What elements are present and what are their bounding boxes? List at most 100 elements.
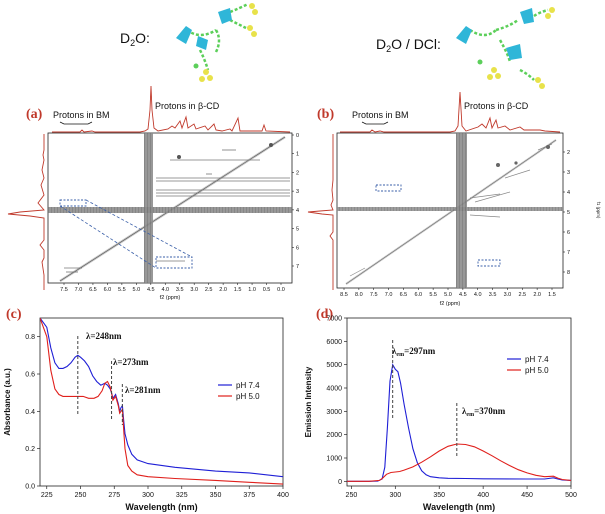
panel-b-side-spectrum (307, 134, 334, 290)
x-tick-label: 6.0 (104, 287, 112, 293)
chart-d-ylabel: Emission Intensity (304, 366, 313, 437)
panel-b: (b) Protons in BM Protons in β-CD 8.5 8.0… (307, 91, 601, 307)
x-tick-label: 1.5 (234, 287, 242, 293)
annotation-label: λ=273nm (113, 357, 149, 367)
panel-b-label-bm: Protons in BM (352, 110, 409, 120)
panel-b-bm-bracket (361, 121, 389, 125)
x-tick-label: 0.0 (277, 287, 285, 293)
x-tick-label: 500 (565, 492, 577, 499)
chart-d-frame (346, 317, 572, 487)
x-tick-label: 7.5 (370, 292, 378, 298)
x-tick-label: 8.5 (340, 292, 348, 298)
annotation-label: λem=297nm (392, 346, 436, 358)
annotation-sub: em (396, 352, 404, 358)
solvent-label-left: D2O: (120, 30, 150, 48)
panel-b-ylabel: f1 (ppm) (596, 202, 601, 219)
y-tick-label: 0 (296, 133, 299, 139)
x-tick-label: 4.5 (459, 292, 467, 298)
legend-label: pH 7.4 (525, 355, 549, 364)
legend-label: pH 5.0 (236, 392, 260, 401)
panel-a-label-bm: Protons in BM (53, 110, 110, 120)
annotation-label: λ=281nm (125, 385, 161, 395)
panel-b-tag: (b) (317, 107, 334, 122)
chart-c: (c) 225 250 275 300 325 350 375 400 0.0 0.2 0.4 0.6 0… (3, 307, 289, 512)
panel-a-dashed-box-bm (59, 199, 87, 207)
panel-b-dashed-box-bm (375, 184, 402, 192)
x-tick-label: 4.5 (147, 287, 155, 293)
x-tick-label: 3.0 (190, 287, 198, 293)
x-tick-label: 2.5 (205, 287, 213, 293)
legend-label: pH 7.4 (236, 381, 260, 390)
x-tick-label: 3.0 (504, 292, 512, 298)
y-tick-label: 2 (567, 150, 570, 156)
panel-b-cross-peaks (349, 143, 553, 277)
y-tick-label: 7 (296, 264, 299, 270)
annotation-tail: =297nm (404, 346, 436, 356)
chart-c-frame (39, 317, 284, 487)
y-tick-label: 7 (567, 250, 570, 256)
x-tick-label: 1.5 (548, 292, 556, 298)
x-tick-label: 2.0 (533, 292, 541, 298)
y-tick-label: 3 (567, 170, 570, 176)
x-tick-label: 7.5 (60, 287, 68, 293)
y-tick-label: 0 (338, 479, 342, 486)
x-tick-label: 3.5 (176, 287, 184, 293)
panel-a-dashed-box-cd (155, 256, 193, 269)
chart-c-xlabel: Wavelength (nm) (125, 502, 197, 512)
annotation-sub: em (466, 412, 474, 418)
y-tick-label: 5 (296, 227, 299, 233)
x-tick-label: 350 (433, 492, 445, 499)
panel-a-bm-bracket (59, 121, 93, 125)
annotation-label: λ=248nm (86, 331, 122, 341)
y-tick-label: 1000 (326, 456, 342, 463)
legend-label: pH 5.0 (525, 366, 549, 375)
y-tick-label: 4 (567, 190, 570, 196)
y-tick-label: 5000 (326, 362, 342, 369)
x-tick-label: 300 (142, 492, 154, 499)
chart-c-ylabel: Absorbance (a.u.) (3, 368, 12, 436)
panel-b-peak-dot (496, 163, 500, 167)
panel-b-dashed-box-cd (477, 259, 501, 267)
x-tick-label: 7.0 (75, 287, 83, 293)
x-tick-label: 4.0 (161, 287, 169, 293)
y-tick-label: 6000 (326, 339, 342, 346)
x-tick-label: 0.5 (263, 287, 271, 293)
x-tick-label: 1.0 (248, 287, 256, 293)
annotation-tail: =370nm (474, 406, 506, 416)
x-tick-label: 6.0 (414, 292, 422, 298)
annotation-lambda: λ (392, 346, 397, 356)
x-tick-label: 5.0 (133, 287, 141, 293)
panel-b-peak-dot (546, 145, 550, 149)
panel-a-tag: (a) (26, 107, 43, 122)
panel-b-diagonal-core (345, 139, 557, 285)
svg-text:D2O:: D2O: (120, 30, 150, 48)
y-tick-label: 5 (567, 210, 570, 216)
x-tick-label: 2.0 (219, 287, 227, 293)
panel-b-solvent-band-v (456, 133, 467, 288)
chart-d-xlabel: Wavelength (nm) (423, 502, 495, 512)
y-tick-label: 0.0 (25, 484, 35, 491)
panel-a-y-ticks: 0 1 2 3 4 5 6 7 (292, 133, 299, 270)
y-tick-label: 4 (296, 208, 299, 214)
host-guest-cluster-right (456, 7, 555, 89)
panel-a-zoom-line (85, 199, 193, 258)
x-tick-label: 250 (75, 492, 87, 499)
y-tick-label: 0.4 (25, 409, 35, 416)
x-tick-label: 6.5 (400, 292, 408, 298)
y-tick-label: 3000 (326, 409, 342, 416)
series-line-pH50 (347, 443, 571, 482)
y-tick-label: 3 (296, 189, 299, 195)
panel-b-x-ticks: 8.5 8.0 7.5 7.0 6.5 6.0 5.5 5.0 4.5 4.0 3.5 3.0 2.5 2… (340, 288, 556, 298)
y-tick-label: 0.2 (25, 446, 35, 453)
y-tick-label: 0.6 (25, 372, 35, 379)
panel-a-solvent-band-v (144, 133, 153, 283)
x-tick-label: 7.0 (385, 292, 393, 298)
annotation-label: λem=370nm (462, 406, 506, 418)
x-tick-label: 350 (210, 492, 222, 499)
chart-c-tag: (c) (6, 307, 22, 322)
x-tick-label: 3.5 (489, 292, 497, 298)
x-tick-label: 2.5 (518, 292, 526, 298)
chart-d: (d)250 300 350 400 450 5000100020003000400050… (304, 307, 577, 512)
y-tick-label: 7000 (326, 316, 342, 323)
x-tick-label: 375 (243, 492, 255, 499)
